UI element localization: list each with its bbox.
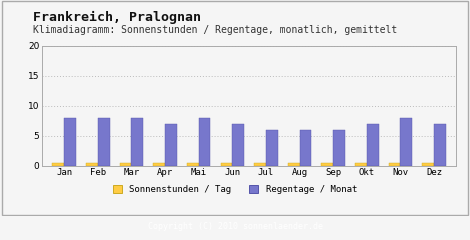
- Bar: [434, 124, 446, 166]
- Bar: [120, 163, 132, 166]
- Text: Copyright (C) 2010 sonnenlaender.de: Copyright (C) 2010 sonnenlaender.de: [148, 222, 322, 231]
- Text: Frankreich, Pralognan: Frankreich, Pralognan: [33, 11, 201, 24]
- Bar: [299, 130, 311, 166]
- Bar: [232, 124, 244, 166]
- Bar: [220, 163, 232, 166]
- Text: Klimadiagramm: Sonnenstunden / Regentage, monatlich, gemittelt: Klimadiagramm: Sonnenstunden / Regentage…: [33, 25, 397, 35]
- Bar: [98, 118, 110, 166]
- Bar: [132, 118, 143, 166]
- Bar: [64, 118, 76, 166]
- Bar: [86, 163, 98, 166]
- Bar: [153, 163, 165, 166]
- Bar: [389, 163, 400, 166]
- Bar: [165, 124, 177, 166]
- Bar: [355, 163, 367, 166]
- Bar: [266, 130, 278, 166]
- Bar: [52, 163, 64, 166]
- Bar: [321, 163, 333, 166]
- Bar: [199, 118, 211, 166]
- Bar: [254, 163, 266, 166]
- Legend: Sonnenstunden / Tag, Regentage / Monat: Sonnenstunden / Tag, Regentage / Monat: [113, 185, 357, 194]
- Bar: [187, 163, 199, 166]
- Bar: [333, 130, 345, 166]
- Bar: [288, 163, 299, 166]
- Bar: [422, 163, 434, 166]
- Bar: [400, 118, 412, 166]
- Bar: [367, 124, 378, 166]
